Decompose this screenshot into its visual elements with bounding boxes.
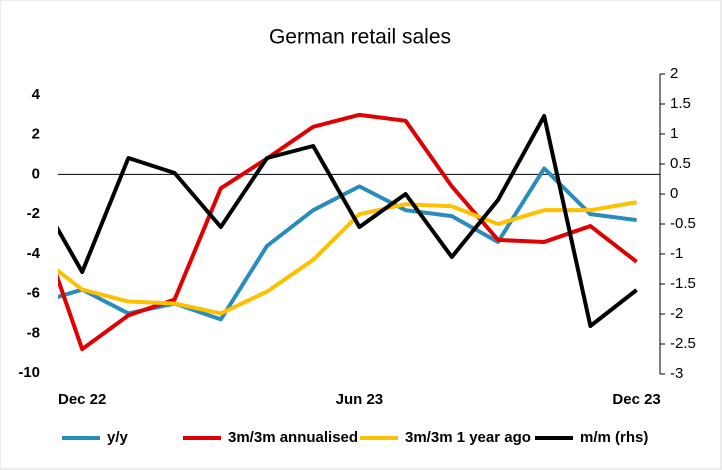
y2-tick-label: 0 bbox=[670, 185, 678, 202]
y2-tick-label: 1.5 bbox=[670, 95, 691, 112]
legend-label: m/m (rhs) bbox=[580, 429, 648, 446]
plot-area bbox=[58, 112, 638, 352]
y2-tick-label: -1 bbox=[670, 245, 683, 262]
y-tick-label: 4 bbox=[32, 86, 41, 103]
y2-tick-label: 0.5 bbox=[670, 155, 691, 172]
series-line bbox=[58, 114, 638, 328]
y-tick-label: -8 bbox=[27, 324, 40, 341]
x-tick-label: Dec 23 bbox=[612, 391, 660, 408]
y2-tick-label: -0.5 bbox=[670, 215, 696, 232]
y2-tick-label: -2 bbox=[670, 305, 683, 322]
y2-tick-label: 2 bbox=[670, 65, 678, 82]
y2-tick-label: -1.5 bbox=[670, 275, 696, 292]
y2-tick-label: -3 bbox=[670, 365, 683, 382]
legend-label: 3m/3m 1 year ago bbox=[405, 429, 531, 446]
y-tick-label: 2 bbox=[32, 126, 40, 143]
x-tick-label: Dec 22 bbox=[58, 391, 106, 408]
chart-title: German retail sales bbox=[269, 26, 451, 49]
y2-tick-label: -2.5 bbox=[670, 335, 696, 352]
series-line bbox=[58, 112, 638, 352]
series-line bbox=[58, 200, 637, 316]
y-tick-label: -4 bbox=[27, 245, 41, 262]
y2-tick-label: 1 bbox=[670, 125, 678, 142]
y-tick-label: -2 bbox=[27, 205, 40, 222]
y-tick-label: 0 bbox=[32, 165, 40, 182]
x-tick-label: Jun 23 bbox=[336, 391, 384, 408]
legend-label: 3m/3m annualised bbox=[228, 429, 358, 446]
y-tick-label: -10 bbox=[18, 364, 40, 381]
y-tick-label: -6 bbox=[27, 285, 40, 302]
legend-label: y/y bbox=[107, 429, 129, 446]
